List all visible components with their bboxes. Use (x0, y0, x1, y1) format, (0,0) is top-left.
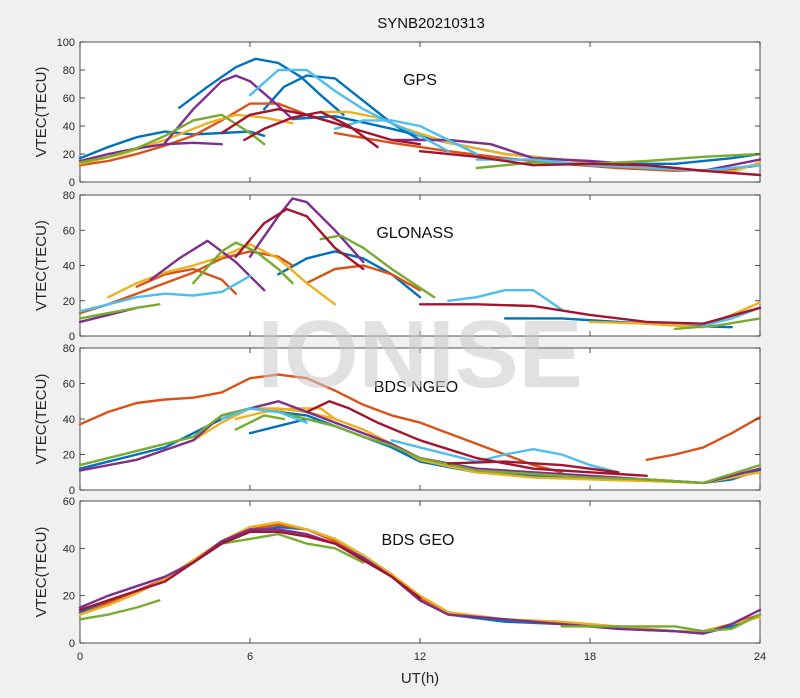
series-line-14 (78, 274, 252, 313)
x-tick-label: 12 (414, 651, 426, 663)
series-line-4 (135, 267, 238, 295)
series-line-16 (220, 107, 422, 146)
y-tick-label: 0 (69, 638, 75, 650)
series-line-6 (78, 113, 294, 166)
axes-box (79, 41, 761, 183)
series-line-1 (645, 416, 762, 461)
y-axis-label: VTEC(TECU) (33, 527, 50, 618)
series-line-12 (319, 234, 436, 299)
y-tick-label: 0 (69, 485, 75, 497)
panel-name: BDS GEO (382, 532, 455, 549)
series-line-7 (78, 530, 422, 612)
series-line-11 (192, 241, 294, 285)
y-tick-label: 20 (63, 450, 75, 462)
series-line-7 (78, 407, 762, 485)
y-tick-label: 0 (69, 177, 75, 189)
series-line-17 (234, 207, 365, 271)
series-line-10 (78, 303, 161, 320)
series-line-0 (78, 373, 563, 474)
y-tick-label: 20 (63, 591, 75, 603)
y-tick-label: 0 (69, 331, 75, 343)
y-tick-label: 40 (63, 414, 75, 426)
axes-box (79, 500, 761, 644)
y-tick-label: 40 (63, 543, 75, 555)
series-line-5 (220, 532, 365, 564)
series-group (78, 373, 762, 485)
axes-box (79, 347, 761, 491)
y-tick-label: 60 (63, 93, 75, 105)
series-line-10 (220, 407, 308, 424)
series-line-4 (78, 407, 762, 485)
series-line-3 (305, 264, 422, 292)
panel-bds-ngeo: 0 20 40 60 80 VTEC(TECU) BDS NGEO (33, 343, 762, 497)
y-tick-label: 40 (63, 121, 75, 133)
series-line-11 (78, 113, 266, 164)
watermark: IONISE (257, 301, 582, 408)
panel-name: GLONASS (376, 225, 453, 242)
panel-bds-geo: 0 20 40 60 0 6 12 18 24 VTEC(TECU) BDS GEO (33, 496, 766, 663)
x-tick-label: 24 (754, 651, 766, 663)
series-line-8 (234, 414, 286, 431)
series-group (78, 57, 762, 177)
panel-gps: 0 20 40 60 80 100 VTEC(TECU) GPS (33, 37, 762, 189)
series-line-4 (78, 599, 161, 621)
series-line-0 (177, 57, 345, 117)
series-line-13 (673, 317, 762, 331)
series-line-15 (447, 289, 563, 311)
series-line-8 (163, 74, 294, 145)
y-axis-label: VTEC(TECU) (33, 67, 50, 158)
x-axis-label: UT(h) (401, 670, 439, 687)
series-line-1 (78, 130, 266, 160)
panel-name: BDS NGEO (374, 379, 458, 396)
y-tick-label: 80 (63, 190, 75, 202)
series-line-4 (78, 102, 337, 167)
series-line-14 (333, 119, 478, 156)
series-line-6 (560, 613, 762, 633)
series-line-5 (234, 407, 337, 421)
series-line-12 (447, 460, 620, 474)
y-tick-label: 20 (63, 296, 75, 308)
series-line-10 (78, 141, 223, 163)
series-line-7 (149, 239, 266, 292)
series-group (78, 521, 762, 635)
series-line-18 (418, 149, 762, 177)
series-line-5 (107, 243, 337, 306)
x-tick-label: 6 (247, 651, 253, 663)
x-tick-label: 0 (77, 651, 83, 663)
series-line-9 (390, 439, 620, 474)
y-tick-label: 20 (63, 149, 75, 161)
series-line-15 (475, 158, 762, 173)
series-line-3 (78, 528, 762, 635)
panel-glonass: 0 20 40 60 80 VTEC(TECU) GLONASS (33, 190, 762, 343)
y-tick-label: 80 (63, 343, 75, 355)
y-tick-label: 80 (63, 65, 75, 77)
x-tick-label: 18 (584, 651, 596, 663)
y-tick-label: 60 (63, 225, 75, 237)
series-line-17 (243, 110, 379, 149)
series-line-13 (248, 68, 450, 153)
y-tick-label: 60 (63, 496, 75, 508)
figure-title: SYNB20210313 (377, 15, 485, 32)
series-line-11 (305, 400, 648, 477)
panel-name: GPS (403, 72, 437, 89)
y-axis-label: VTEC(TECU) (33, 220, 50, 311)
y-tick-label: 40 (63, 261, 75, 273)
y-tick-label: 100 (57, 37, 75, 49)
y-tick-label: 60 (63, 379, 75, 391)
series-line-18 (418, 303, 762, 325)
series-group (78, 197, 762, 331)
y-axis-label: VTEC(TECU) (33, 374, 50, 465)
